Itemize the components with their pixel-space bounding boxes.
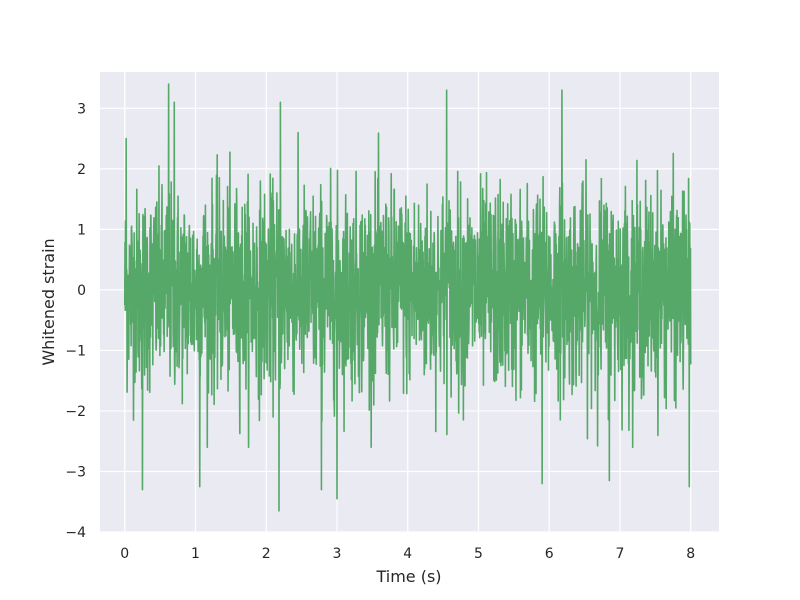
y-tick-label: −1 [65, 343, 86, 359]
y-tick-label: −2 [65, 404, 86, 420]
y-tick-label: 2 [77, 162, 86, 178]
strain-series-line [123, 83, 692, 512]
y-tick-label: −3 [65, 464, 86, 480]
x-tick-label: 6 [545, 546, 554, 562]
x-axis-label: Time (s) [375, 567, 441, 586]
series-layer [123, 83, 692, 512]
y-tick-label: 1 [77, 222, 86, 238]
x-tick-label: 3 [333, 546, 342, 562]
y-tick-label: −4 [65, 525, 86, 541]
x-tick-label: 7 [615, 546, 624, 562]
x-tick-label: 1 [191, 546, 200, 562]
x-axis-ticks: 0 1 2 3 4 5 6 7 8 [120, 546, 695, 562]
y-tick-label: 3 [77, 101, 86, 117]
x-tick-label: 8 [686, 546, 695, 562]
x-tick-label: 4 [403, 546, 412, 562]
x-tick-label: 2 [262, 546, 271, 562]
y-axis-ticks: −4 −3 −2 −1 0 1 2 3 [65, 101, 86, 541]
y-axis-label: Whitened strain [39, 238, 58, 365]
x-tick-label: 0 [120, 546, 129, 562]
x-tick-label: 5 [474, 546, 483, 562]
y-tick-label: 0 [77, 283, 86, 299]
